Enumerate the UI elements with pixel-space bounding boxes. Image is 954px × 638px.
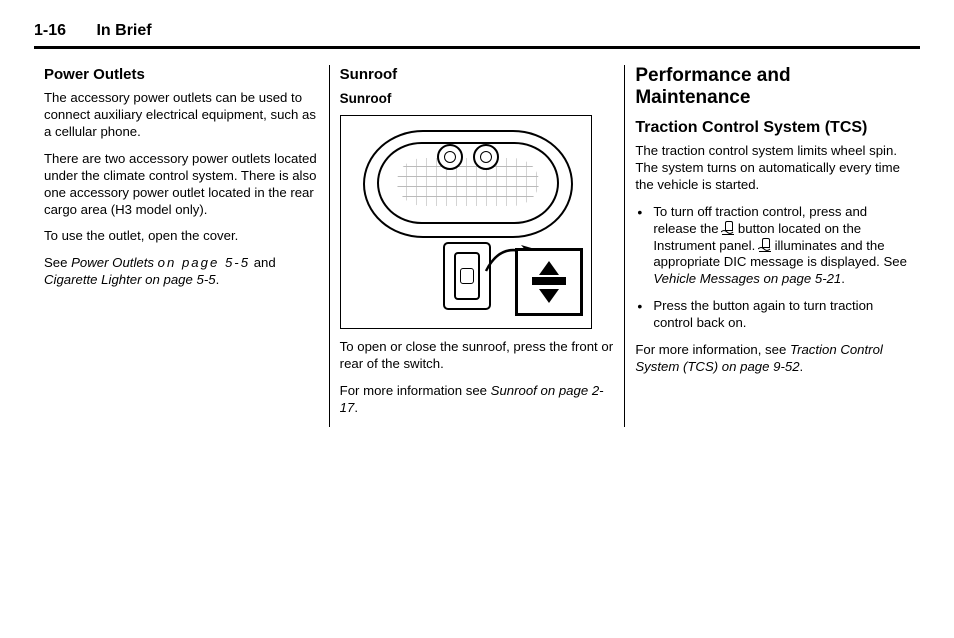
column-1: Power Outlets The accessory power outlet… — [34, 65, 329, 427]
power-outlets-p1: The accessory power outlets can be used … — [44, 90, 319, 141]
tcs-p2-suffix: . — [800, 359, 804, 374]
map-light-left-icon — [437, 144, 463, 170]
xref-vehicle-messages: Vehicle Messages on page 5-21 — [653, 271, 841, 286]
content-columns: Power Outlets The accessory power outlet… — [34, 65, 920, 427]
arrow-up-icon — [539, 261, 559, 275]
header-section: In Brief — [96, 22, 151, 39]
perf-maint-heading: Performance and Maintenance — [635, 65, 910, 109]
tcs-moreinfo: For more information, see Traction Contr… — [635, 342, 910, 376]
switch-notch — [460, 268, 474, 284]
tcs-button-icon — [722, 221, 734, 235]
column-3: Performance and Maintenance Traction Con… — [624, 65, 920, 427]
see-suffix: . — [216, 272, 220, 287]
page: 1-16 In Brief Power Outlets The accessor… — [0, 0, 954, 638]
see-mid: and — [250, 255, 276, 270]
see-prefix: See — [44, 255, 71, 270]
xref-power-outlets: Power Outlets on page 5-5 — [71, 255, 250, 270]
sunroof-illustration — [340, 115, 592, 329]
tcs-p2-prefix: For more information, see — [635, 342, 790, 357]
tcs-indicator-icon — [759, 238, 771, 252]
tcs-heading: Traction Control System (TCS) — [635, 119, 910, 137]
sunroof-p2-suffix: . — [354, 400, 358, 415]
sunroof-subheading: Sunroof — [340, 90, 615, 107]
sunroof-p1: To open or close the sunroof, press the … — [340, 339, 615, 373]
tcs-bullet-2: Press the button again to turn traction … — [635, 298, 910, 332]
xref-po-b: on page 5-5 — [158, 255, 250, 270]
xref-po-a: Power Outlets — [71, 255, 158, 270]
page-number: 1-16 — [34, 22, 66, 39]
power-outlets-p2: There are two accessory power outlets lo… — [44, 151, 319, 219]
arrow-down-icon — [539, 289, 559, 303]
sunroof-heading: Sunroof — [340, 65, 615, 84]
xref-cig-lighter: Cigarette Lighter on page 5-5 — [44, 272, 216, 287]
dome-inner — [377, 142, 559, 224]
power-outlets-heading: Power Outlets — [44, 65, 319, 84]
tcs-bullets: To turn off traction control, press and … — [635, 204, 910, 332]
sunroof-p2-prefix: For more information see — [340, 383, 491, 398]
power-outlets-see: See Power Outlets on page 5-5 and Cigare… — [44, 255, 319, 289]
bar-icon — [532, 277, 566, 285]
column-2: Sunroof Sunroof — [329, 65, 625, 427]
map-light-right-icon — [473, 144, 499, 170]
sunroof-p2: For more information see Sunroof on page… — [340, 383, 615, 417]
tcs-b1d: . — [841, 271, 845, 286]
tcs-bullet-1: To turn off traction control, press and … — [635, 204, 910, 288]
dome-hatch — [397, 158, 539, 206]
page-header: 1-16 In Brief — [34, 22, 920, 49]
tcs-p1: The traction control system limits wheel… — [635, 143, 910, 194]
power-outlets-p3: To use the outlet, open the cover. — [44, 228, 319, 245]
sunroof-symbol-icon — [515, 248, 583, 316]
overhead-console-icon — [363, 130, 573, 238]
switch-inner — [454, 252, 480, 300]
